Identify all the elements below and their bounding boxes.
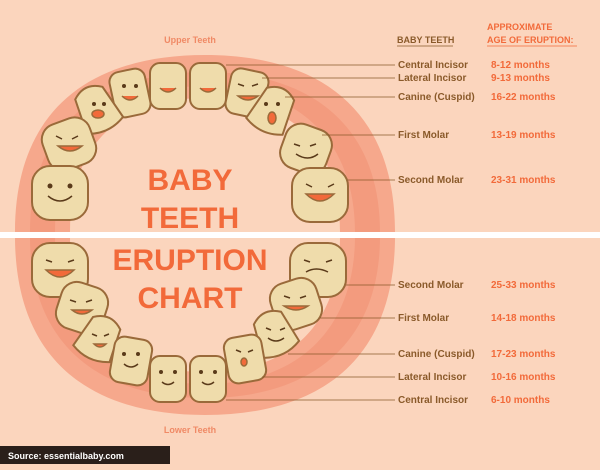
row-upper-1-age: 8-12 months bbox=[491, 60, 550, 71]
tooth-upper-central-incisor-right bbox=[189, 62, 227, 110]
title-line-2: TEETH bbox=[141, 202, 239, 235]
tooth-lower-central-incisor-left bbox=[149, 355, 187, 403]
row-upper-5-tooth: Second Molar bbox=[398, 175, 464, 186]
tooth-lower-lateral-incisor-left bbox=[108, 335, 154, 387]
upper-teeth-label: Upper Teeth bbox=[164, 35, 216, 45]
leader-lines bbox=[226, 64, 395, 401]
tooth-upper-canine-right bbox=[245, 85, 296, 136]
row-upper-3-tooth: Canine (Cuspid) bbox=[398, 92, 475, 103]
tooth-upper-lateral-incisor-left bbox=[108, 67, 152, 119]
header-age-of-eruption: AGE OF ERUPTION: bbox=[487, 35, 574, 45]
jaw-divider bbox=[0, 232, 600, 238]
row-lower-4-tooth: Lateral Incisor bbox=[398, 372, 466, 383]
row-upper-1-tooth: Central Incisor bbox=[398, 60, 468, 71]
tooth-lower-central-incisor-right bbox=[189, 355, 227, 403]
row-lower-2-age: 14-18 months bbox=[491, 313, 556, 324]
tooth-upper-second-molar-right bbox=[291, 167, 349, 223]
tooth-upper-central-incisor-left bbox=[149, 62, 187, 110]
row-lower-1-age: 25-33 months bbox=[491, 280, 556, 291]
row-lower-4-age: 10-16 months bbox=[491, 372, 556, 383]
source-bar bbox=[0, 446, 170, 464]
table-header: BABY TEETH APPROXIMATE AGE OF ERUPTION: bbox=[397, 22, 577, 47]
row-lower-3-age: 17-23 months bbox=[491, 349, 556, 360]
tooth-lower-lateral-incisor-right bbox=[222, 333, 268, 385]
lower-rows: Second Molar 25-33 months First Molar 14… bbox=[398, 280, 556, 406]
title-line-3: ERUPTION bbox=[112, 244, 267, 277]
upper-rows: Central Incisor 8-12 months Lateral Inci… bbox=[398, 60, 556, 186]
row-lower-1-tooth: Second Molar bbox=[398, 280, 464, 291]
row-upper-2-tooth: Lateral Incisor bbox=[398, 73, 466, 84]
row-lower-3-tooth: Canine (Cuspid) bbox=[398, 349, 475, 360]
row-upper-2-age: 9-13 months bbox=[491, 73, 550, 84]
chart-title: BABY TEETH ERUPTION CHART bbox=[112, 164, 267, 315]
row-upper-3-age: 16-22 months bbox=[491, 92, 556, 103]
row-upper-4-tooth: First Molar bbox=[398, 130, 449, 141]
title-line-4: CHART bbox=[138, 282, 243, 315]
row-lower-5-age: 6-10 months bbox=[491, 395, 550, 406]
row-upper-5-age: 23-31 months bbox=[491, 175, 556, 186]
tooth-lower-canine-right bbox=[252, 309, 301, 359]
title-line-1: BABY bbox=[147, 164, 232, 197]
lower-teeth-label: Lower Teeth bbox=[164, 425, 216, 435]
row-lower-5-tooth: Central Incisor bbox=[398, 395, 468, 406]
header-approximate: APPROXIMATE bbox=[487, 22, 552, 32]
upper-teeth bbox=[31, 62, 349, 223]
lower-teeth bbox=[31, 242, 347, 403]
row-upper-4-age: 13-19 months bbox=[491, 130, 556, 141]
source-text: Source: essentialbaby.com bbox=[8, 451, 124, 461]
tooth-upper-first-molar-right bbox=[279, 122, 333, 176]
tooth-lower-canine-left bbox=[72, 315, 122, 364]
tooth-upper-second-molar-left bbox=[31, 165, 89, 221]
row-lower-2-tooth: First Molar bbox=[398, 313, 449, 324]
header-baby-teeth: BABY TEETH bbox=[397, 35, 454, 45]
